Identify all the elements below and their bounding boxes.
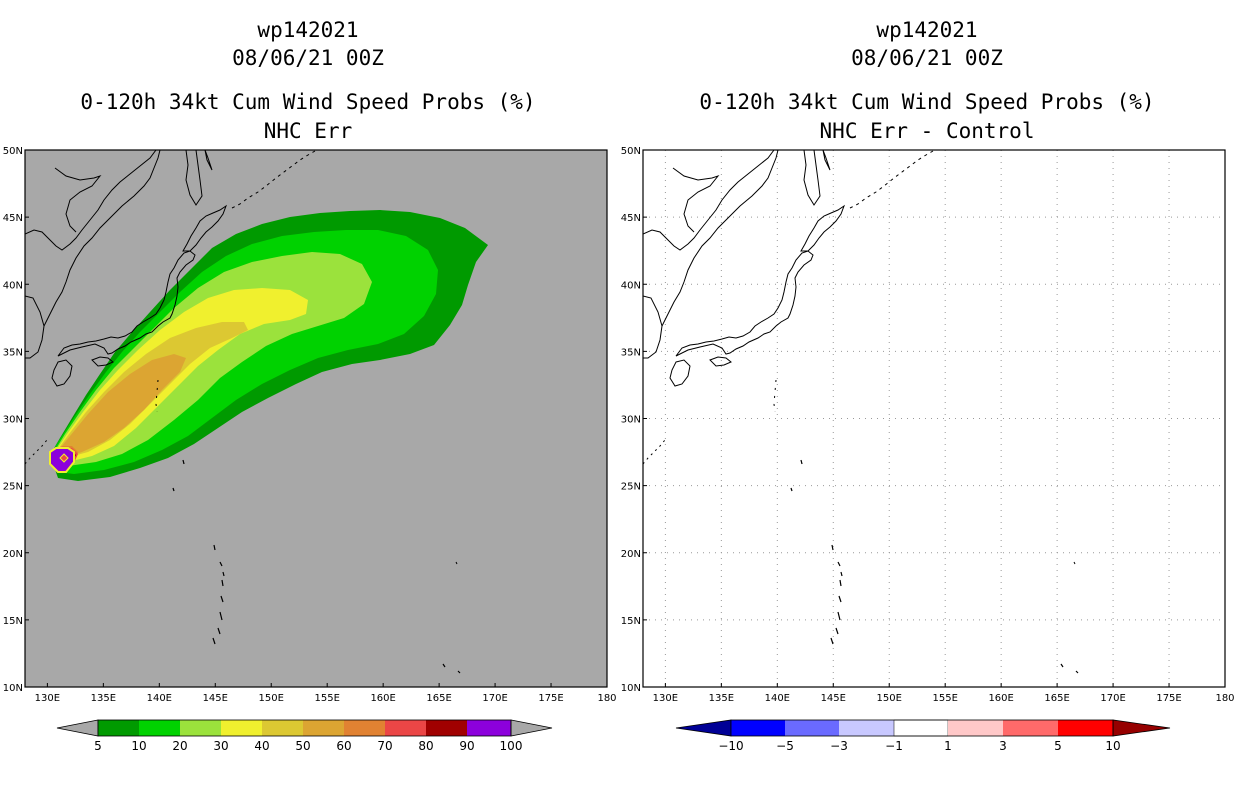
x-tick-label: 165E [426, 693, 451, 704]
colorbar1-swatch [467, 720, 511, 736]
y-tick-label: 15N [3, 616, 23, 627]
colorbar1-upper-arrow [510, 719, 553, 737]
y-tick-label: 25N [3, 482, 23, 493]
colorbar2-lower-arrow [675, 719, 732, 737]
colorbar1-label: 90 [459, 739, 474, 753]
colorbar1-label: 20 [172, 739, 187, 753]
axis-tick-labels: 130E 135E 140E 145E 150E 155E 160E 165E 170E 175E… [3, 146, 1235, 704]
colorbar2-swatch [731, 720, 785, 736]
colorbar2-swatch [839, 720, 894, 736]
panel1-storm-id: wp142021 [257, 18, 359, 42]
x-tick-label: 145E [203, 693, 228, 704]
panel1-colorbar: 5 10 20 30 40 50 60 70 80 90 100 [56, 719, 553, 753]
x-tick-label: 130E [653, 693, 678, 704]
colorbar2-label: −5 [776, 739, 794, 753]
colorbar2-upper-arrow [1112, 719, 1171, 737]
panel2-subtitle: NHC Err - Control [819, 119, 1035, 143]
panel1-product-title: 0-120h 34kt Cum Wind Speed Probs (%) [80, 90, 536, 114]
colorbar2-label: −10 [718, 739, 743, 753]
x-tick-label: 150E [259, 693, 284, 704]
x-tick-label: 135E [91, 693, 116, 704]
x-tick-label: 180 [597, 693, 616, 704]
colorbar1-swatch [303, 720, 344, 736]
colorbar2-label: 10 [1105, 739, 1120, 753]
y-tick-label: 35N [3, 347, 23, 358]
x-tick-label: 175E [1156, 693, 1181, 704]
panel2-product-title: 0-120h 34kt Cum Wind Speed Probs (%) [699, 90, 1155, 114]
colorbar2-label: 3 [999, 739, 1007, 753]
colorbar1-label: 50 [295, 739, 310, 753]
colorbar1-swatch [98, 720, 139, 736]
panel1-datetime: 08/06/21 00Z [232, 46, 384, 70]
colorbar1-label: 30 [213, 739, 228, 753]
panel2-storm-id: wp142021 [876, 18, 978, 42]
x-tick-label: 130E [35, 693, 60, 704]
y-tick-label: 50N [3, 146, 23, 157]
panel2-colorbar: −10 −5 −3 −1 1 3 5 10 [675, 719, 1171, 753]
x-tick-label: 135E [709, 693, 734, 704]
y-tick-label: 40N [3, 280, 23, 291]
y-tick-label: 30N [621, 415, 641, 426]
storm-center-icon [59, 453, 69, 463]
x-tick-label: 170E [1100, 693, 1125, 704]
panel2-datetime: 08/06/21 00Z [851, 46, 1003, 70]
colorbar2-swatch [1003, 720, 1058, 736]
colorbar1-swatch [221, 720, 262, 736]
colorbar1-swatch [262, 720, 303, 736]
y-tick-label: 35N [621, 347, 641, 358]
x-tick-label: 140E [147, 693, 172, 704]
panel2-gridlines [643, 150, 1225, 687]
y-tick-label: 10N [3, 683, 23, 694]
x-tick-label: 165E [1044, 693, 1069, 704]
panel2-map [642, 149, 1226, 688]
colorbar1-label: 40 [254, 739, 269, 753]
colorbar1-swatch [344, 720, 385, 736]
y-tick-label: 45N [621, 213, 641, 224]
colorbar2-swatch [1058, 720, 1113, 736]
x-tick-label: 140E [765, 693, 790, 704]
x-tick-label: 160E [370, 693, 395, 704]
colorbar1-swatch [180, 720, 221, 736]
prob-band-50 [57, 354, 186, 458]
y-tick-label: 45N [3, 213, 23, 224]
colorbar1-lower-arrow [56, 719, 99, 737]
colorbar1-label: 80 [418, 739, 433, 753]
panel1-probability-field [25, 150, 488, 674]
colorbar1-label: 70 [377, 739, 392, 753]
y-tick-label: 10N [621, 683, 641, 694]
colorbar1-swatch [139, 720, 180, 736]
colorbar2-label: 1 [944, 739, 952, 753]
colorbar2-label: 5 [1054, 739, 1062, 753]
y-tick-label: 30N [3, 415, 23, 426]
panel2-map-background [643, 150, 1225, 687]
colorbar1-label: 5 [94, 739, 102, 753]
y-tick-label: 20N [3, 549, 23, 560]
y-tick-label: 15N [621, 616, 641, 627]
colorbar1-label: 100 [500, 739, 523, 753]
x-tick-label: 170E [482, 693, 507, 704]
y-tick-label: 50N [621, 146, 641, 157]
colorbar1-label: 60 [336, 739, 351, 753]
x-tick-label: 155E [314, 693, 339, 704]
colorbar2-label: −3 [830, 739, 848, 753]
x-tick-label: 160E [988, 693, 1013, 704]
colorbar2-label: −1 [885, 739, 903, 753]
x-tick-label: 180 [1215, 693, 1234, 704]
colorbar2-swatch [785, 720, 839, 736]
colorbar2-swatch [893, 719, 949, 737]
colorbar2-swatch [948, 720, 1003, 736]
y-tick-label: 25N [621, 482, 641, 493]
x-tick-label: 145E [821, 693, 846, 704]
y-tick-label: 20N [621, 549, 641, 560]
panel1-subtitle: NHC Err [263, 119, 353, 143]
x-tick-label: 155E [932, 693, 957, 704]
x-tick-label: 175E [538, 693, 563, 704]
panel1-map [24, 149, 608, 688]
colorbar1-swatch [385, 720, 426, 736]
y-tick-label: 40N [621, 280, 641, 291]
x-tick-label: 150E [877, 693, 902, 704]
colorbar1-swatch [426, 720, 467, 736]
colorbar1-label: 10 [131, 739, 146, 753]
